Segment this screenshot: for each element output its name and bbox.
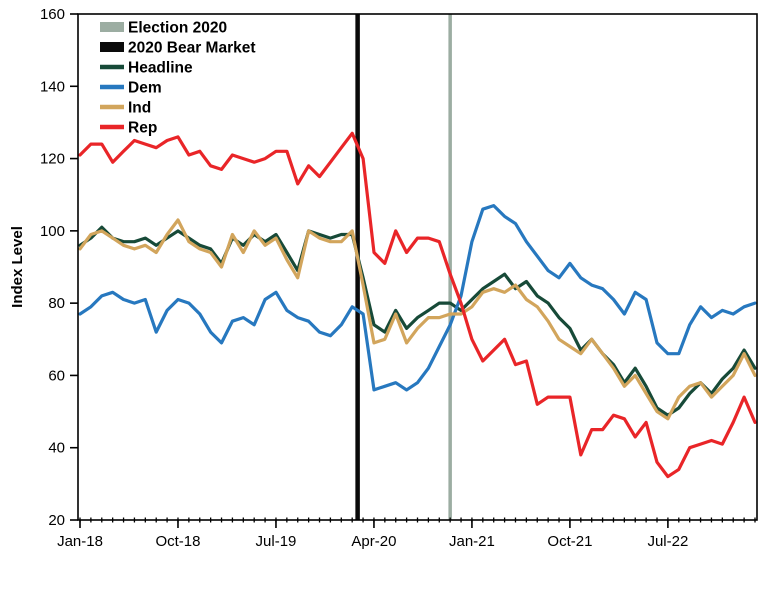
y-tick-label: 20	[48, 512, 65, 529]
event-vlines	[355, 14, 452, 520]
x-tick-label: Oct-18	[155, 533, 200, 550]
legend-label-ind: Ind	[128, 100, 151, 117]
data-series	[78, 131, 757, 479]
x-tick-label: Jul-22	[647, 533, 688, 550]
y-tick-label: 60	[48, 367, 65, 384]
series-line-headline	[78, 225, 757, 417]
series-line-dem	[78, 204, 757, 392]
y-tick-label: 160	[40, 6, 65, 23]
legend-swatch-2020-bear-market	[100, 42, 124, 52]
y-tick-label: 140	[40, 78, 65, 95]
legend-swatch-election-2020	[100, 22, 124, 32]
legend-label-dem: Dem	[128, 80, 162, 97]
legend-label-headline: Headline	[128, 60, 193, 77]
legend: Election 2020 2020 Bear Market Headline Dem…	[100, 20, 256, 137]
series-line-ind	[78, 218, 757, 421]
y-tick-label: 100	[40, 223, 65, 240]
y-axis-label: Index Level	[9, 226, 26, 308]
y-tick-label: 120	[40, 151, 65, 168]
x-tick-label: Apr-20	[351, 533, 396, 550]
x-tick-label: Jan-18	[57, 533, 103, 550]
y-tick-label: 80	[48, 295, 65, 312]
x-tick-label: Jul-19	[256, 533, 297, 550]
y-tick-label: 40	[48, 440, 65, 457]
x-tick-label: Jan-21	[449, 533, 495, 550]
legend-label-2020-bear-market: 2020 Bear Market	[128, 40, 256, 57]
legend-label-election-2020: Election 2020	[128, 20, 227, 37]
y-axis-ticks: 20 40 60 80 100 120 140 160	[40, 6, 78, 529]
series-line-rep	[78, 131, 757, 479]
x-tick-label: Oct-21	[547, 533, 592, 550]
legend-label-rep: Rep	[128, 120, 157, 137]
x-axis-ticks: Jan-18 Oct-18 Jul-19 Apr-20 Jan-21 Oct-21 Jul-…	[57, 517, 756, 550]
